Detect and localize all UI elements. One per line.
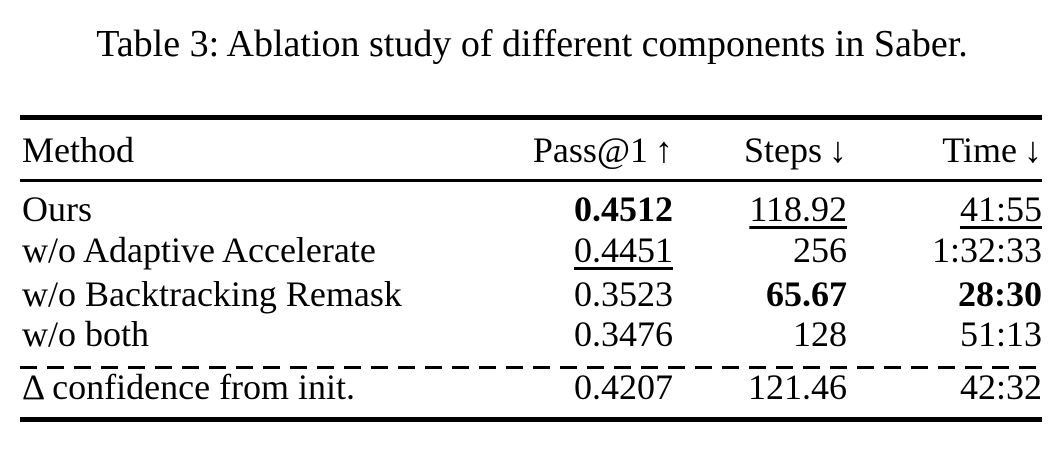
steps-value: 118.92 xyxy=(749,188,847,229)
steps-value: 121.46 xyxy=(748,366,847,407)
steps-cell: 256 xyxy=(673,228,847,272)
pass1-cell: 0.3523 xyxy=(480,272,673,316)
col-header-method: Method xyxy=(20,117,480,182)
col-header-time: Time ↓ xyxy=(847,117,1042,182)
time-cell: 28:30 xyxy=(847,272,1042,316)
table-row-wo-backtracking-remask: w/o Backtracking Remask 0.3523 65.67 28:… xyxy=(20,272,1042,316)
dashed-rule xyxy=(20,365,1042,369)
method-label: w/o both xyxy=(22,313,150,354)
pass1-value: 0.4451 xyxy=(574,229,673,270)
pass1-value: 0.3523 xyxy=(574,273,673,314)
method-cell: w/o Backtracking Remask xyxy=(20,272,480,316)
steps-cell: 65.67 xyxy=(673,272,847,316)
time-cell: 1:32:33 xyxy=(847,228,1042,272)
table-row-delta-confidence: Δ confidence from init. 0.4207 121.46 42… xyxy=(20,369,1042,420)
table-body: Ours 0.4512 118.92 41:55 w/o Adaptive Ac… xyxy=(20,181,1042,420)
pass1-value: 0.4512 xyxy=(574,188,673,229)
time-cell: 42:32 xyxy=(847,369,1042,420)
steps-value: 128 xyxy=(793,313,847,354)
method-label: Ours xyxy=(22,188,92,229)
method-cell: w/o Adaptive Accelerate xyxy=(20,228,480,272)
col-header-method-label: Method xyxy=(22,129,134,170)
table-header: Method Pass@1 ↑ Steps ↓ Time ↓ xyxy=(20,117,1042,182)
method-label: w/o Backtracking Remask xyxy=(22,273,402,314)
pass1-value: 0.3476 xyxy=(574,313,673,354)
steps-cell: 128 xyxy=(673,316,847,366)
steps-value: 256 xyxy=(793,229,847,270)
table-row-ours: Ours 0.4512 118.92 41:55 xyxy=(20,181,1042,228)
pass1-cell: 0.4451 xyxy=(480,228,673,272)
col-header-steps: Steps ↓ xyxy=(673,117,847,182)
col-header-pass1: Pass@1 ↑ xyxy=(480,117,673,182)
time-value: 42:32 xyxy=(959,366,1042,407)
down-arrow-icon: ↓ xyxy=(829,129,847,170)
col-header-steps-label: Steps xyxy=(743,129,822,170)
up-arrow-icon: ↑ xyxy=(655,129,673,170)
steps-cell: 118.92 xyxy=(673,181,847,228)
table-row-wo-adaptive-accelerate: w/o Adaptive Accelerate 0.4451 256 1:32:… xyxy=(20,228,1042,272)
time-cell: 41:55 xyxy=(847,181,1042,228)
steps-value: 65.67 xyxy=(766,273,847,314)
table-caption: Table 3: Ablation study of different com… xyxy=(96,23,968,65)
header-row: Method Pass@1 ↑ Steps ↓ Time ↓ xyxy=(20,117,1042,182)
ablation-table: Method Pass@1 ↑ Steps ↓ Time ↓ Ours 0. xyxy=(20,115,1042,422)
method-label: w/o Adaptive Accelerate xyxy=(22,229,376,270)
time-value: 1:32:33 xyxy=(931,229,1042,270)
method-cell: w/o both xyxy=(20,316,480,366)
dashed-separator-row xyxy=(20,365,1042,369)
pass1-cell: 0.3476 xyxy=(480,316,673,366)
table-row-wo-both: w/o both 0.3476 128 51:13 xyxy=(20,316,1042,366)
pass1-cell: 0.4207 xyxy=(480,369,673,420)
time-cell: 51:13 xyxy=(847,316,1042,366)
dashed-separator-cell xyxy=(20,365,1042,369)
time-value: 41:55 xyxy=(959,188,1042,229)
method-label: Δ confidence from init. xyxy=(22,366,356,407)
time-value: 51:13 xyxy=(959,313,1042,354)
col-header-time-label: Time xyxy=(942,129,1017,170)
down-arrow-icon: ↓ xyxy=(1024,129,1042,170)
time-value: 28:30 xyxy=(958,273,1042,314)
steps-cell: 121.46 xyxy=(673,369,847,420)
pass1-cell: 0.4512 xyxy=(480,181,673,228)
pass1-value: 0.4207 xyxy=(574,366,673,407)
method-cell: Δ confidence from init. xyxy=(20,369,480,420)
col-header-pass1-label: Pass@1 xyxy=(532,129,648,170)
method-cell: Ours xyxy=(20,181,480,228)
